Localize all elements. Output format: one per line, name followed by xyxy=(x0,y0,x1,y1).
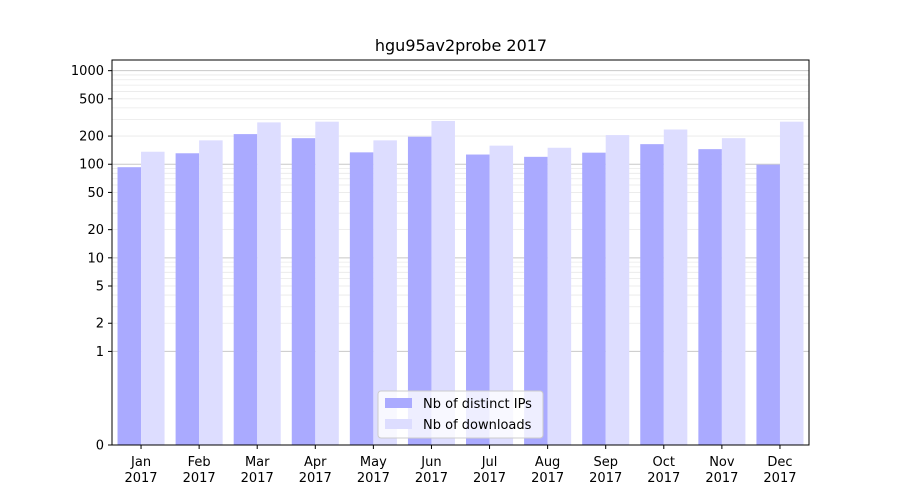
x-axis: Jan2017Feb2017Mar2017Apr2017May2017Jun20… xyxy=(124,445,797,486)
x-tick-label-month: May xyxy=(360,455,387,470)
bar-distinct-ips xyxy=(466,154,490,445)
bar-downloads xyxy=(779,121,804,446)
x-tick-label-year: 2017 xyxy=(589,471,622,486)
bar-distinct-ips xyxy=(291,138,316,446)
x-tick-label-year: 2017 xyxy=(299,471,332,486)
y-tick-label: 20 xyxy=(87,223,104,238)
bar-distinct-ips xyxy=(524,156,548,446)
bar-downloads xyxy=(663,129,688,445)
bar-distinct-ips xyxy=(756,164,780,445)
bar-distinct-ips xyxy=(407,136,432,445)
legend-label-downloads: Nb of downloads xyxy=(423,418,532,433)
bar-downloads xyxy=(315,121,339,446)
bar-distinct-ips xyxy=(175,153,200,445)
bars-layer xyxy=(117,120,804,446)
grid-layer xyxy=(112,70,809,352)
x-tick-label-year: 2017 xyxy=(647,471,680,486)
x-tick-label-year: 2017 xyxy=(531,471,564,486)
y-tick-label: 50 xyxy=(87,186,104,201)
x-tick-label-month: Mar xyxy=(245,455,270,470)
x-tick-label-year: 2017 xyxy=(473,471,506,486)
bar-downloads xyxy=(489,145,514,445)
bar-downloads xyxy=(431,120,455,445)
bar-distinct-ips xyxy=(117,167,142,446)
x-tick-label-year: 2017 xyxy=(705,471,738,486)
legend-label-ips: Nb of distinct IPs xyxy=(423,397,532,412)
x-tick-label-month: Jan xyxy=(130,455,151,470)
x-tick-label-year: 2017 xyxy=(415,471,448,486)
y-tick-label: 100 xyxy=(79,158,104,173)
x-tick-label-month: Feb xyxy=(188,455,211,470)
chart-title: hgu95av2probe 2017 xyxy=(375,36,547,55)
x-tick-label-month: Nov xyxy=(709,455,735,470)
x-tick-label-year: 2017 xyxy=(241,471,274,486)
x-tick-label-month: Jul xyxy=(481,455,498,470)
x-tick-label-month: Dec xyxy=(767,455,792,470)
x-tick-label-month: Jun xyxy=(420,455,441,470)
x-tick-label-year: 2017 xyxy=(357,471,390,486)
bar-downloads xyxy=(199,140,223,445)
y-tick-label: 1000 xyxy=(71,64,104,79)
x-tick-label-month: Apr xyxy=(304,455,327,470)
bar-distinct-ips xyxy=(233,134,258,446)
x-tick-label-year: 2017 xyxy=(183,471,216,486)
bar-downloads xyxy=(721,138,746,446)
bar-downloads xyxy=(257,122,281,445)
x-tick-label-month: Aug xyxy=(535,455,560,470)
y-tick-label: 500 xyxy=(79,92,104,107)
y-tick-label: 5 xyxy=(96,280,104,295)
x-tick-label-month: Oct xyxy=(653,455,675,470)
legend-frame xyxy=(377,390,544,439)
bar-distinct-ips xyxy=(698,149,722,445)
bar-distinct-ips xyxy=(349,152,374,445)
bar-downloads xyxy=(605,135,630,445)
legend-swatch-downloads xyxy=(385,419,412,429)
y-tick-label: 1 xyxy=(96,345,104,360)
bar-downloads xyxy=(141,151,165,445)
x-tick-label-year: 2017 xyxy=(124,471,157,486)
bar-downloads xyxy=(373,140,397,445)
x-tick-label-month: Sep xyxy=(593,455,618,470)
y-tick-label: 200 xyxy=(79,130,104,145)
plot-area-frame xyxy=(111,59,810,446)
y-tick-label: 10 xyxy=(87,251,104,266)
bar-distinct-ips xyxy=(582,152,606,445)
legend-swatch-ips xyxy=(385,398,412,408)
y-tick-label: 0 xyxy=(96,439,104,454)
bar-distinct-ips xyxy=(640,144,664,445)
x-tick-label-year: 2017 xyxy=(763,471,796,486)
legend: Nb of distinct IPs Nb of downloads xyxy=(377,390,544,439)
y-axis: 0 1 2 5 10 20 50 100 200 500 1000 xyxy=(71,64,112,454)
y-tick-label: 2 xyxy=(96,317,104,332)
bar-downloads xyxy=(547,147,572,445)
